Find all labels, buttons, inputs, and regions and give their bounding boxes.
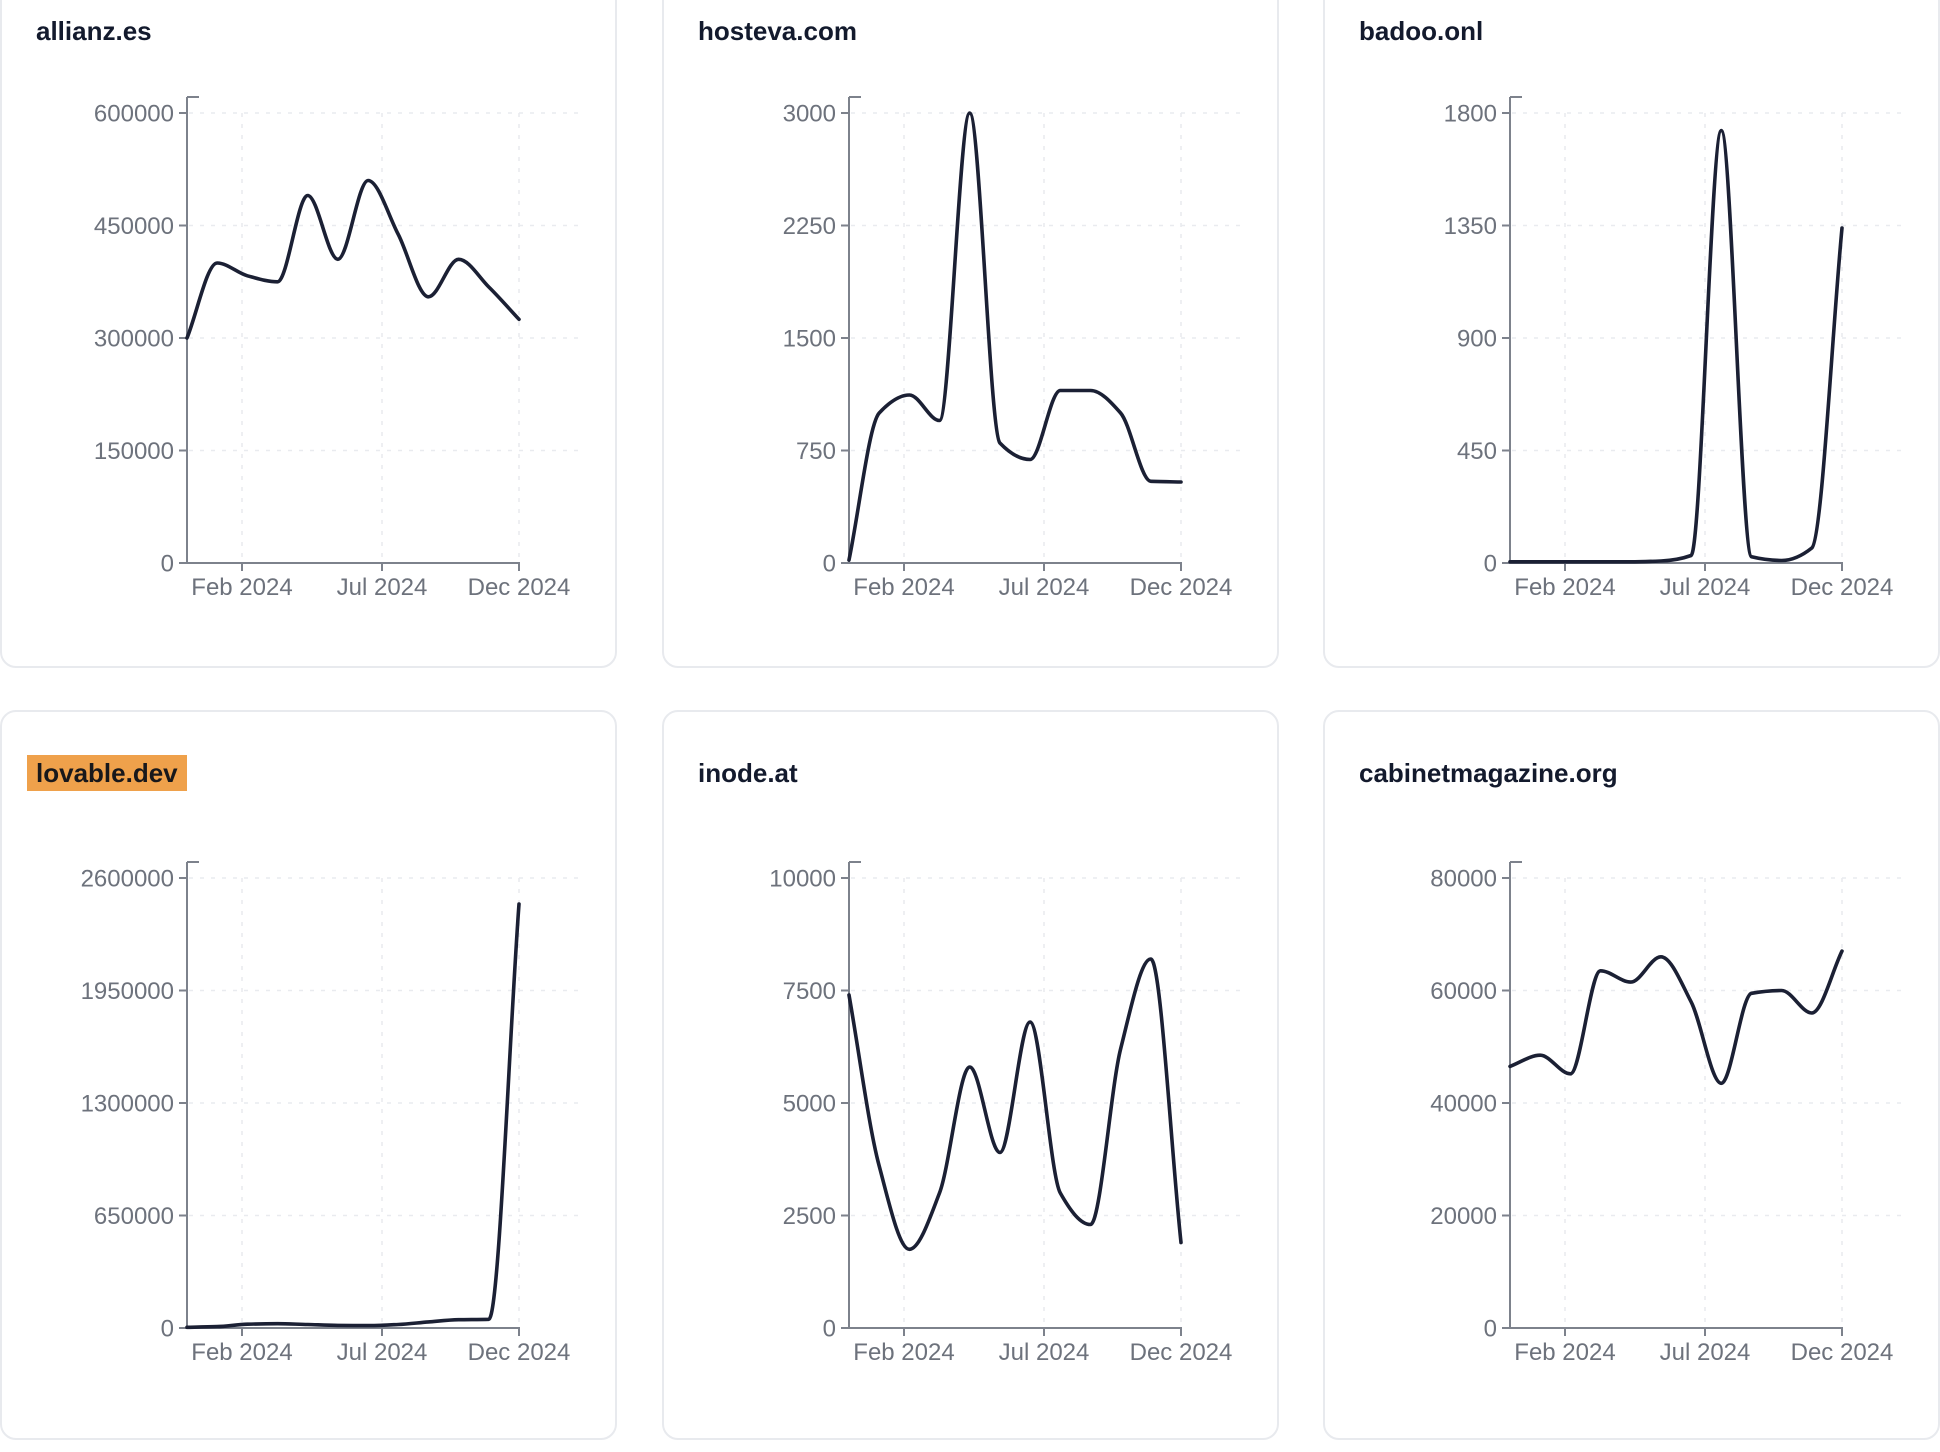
y-tick-label: 1300000 [81, 1091, 174, 1118]
y-tick-label: 0 [1484, 551, 1497, 578]
y-tick-label: 0 [1484, 1316, 1497, 1343]
chart-title: hosteva.com [698, 16, 857, 46]
search-highlight: lovable.dev [27, 755, 187, 791]
y-tick-label: 40000 [1430, 1091, 1497, 1118]
line-chart[interactable]: 0 2500 5000 7500 10000 Feb 2024 Jul 2024 Dec 20… [662, 710, 1279, 1440]
y-tick-label: 450000 [94, 213, 174, 240]
y-tick-label: 300000 [94, 326, 174, 353]
y-tick-label: 20000 [1430, 1203, 1497, 1230]
chart-card-badoo-onl: badoo.onl 0 450 900 1350 1800 Feb 2024 Jul 202… [1323, 0, 1940, 668]
y-tick-label: 5000 [783, 1091, 836, 1118]
x-tick-label: Dec 2024 [1791, 1339, 1894, 1366]
x-tick-label: Feb 2024 [191, 574, 292, 601]
line-chart[interactable]: 0 750 1500 2250 3000 Feb 2024 Jul 2024 Dec 2024 [662, 0, 1279, 668]
line-chart[interactable]: 0 20000 40000 60000 80000 Feb 2024 Jul 2024 Dec… [1323, 710, 1940, 1440]
x-tick-label: Feb 2024 [1514, 574, 1615, 601]
chart-title-highlighted: lovable.dev [27, 755, 187, 791]
x-tick-label: Feb 2024 [191, 1339, 292, 1366]
y-tick-label: 3000 [783, 101, 836, 128]
data-line [185, 178, 521, 340]
data-line [1508, 949, 1844, 1086]
y-tick-label: 0 [161, 551, 174, 578]
y-tick-label: 1500 [783, 326, 836, 353]
chart-card-hosteva-com: hosteva.com 0 750 1500 2250 3000 Feb 2024 Jul … [662, 0, 1279, 668]
y-tick-label: 2250 [783, 213, 836, 240]
chart-card-inode-at: inode.at 0 2500 5000 7500 10000 Feb 2024 Jul 2… [662, 710, 1279, 1440]
y-tick-label: 80000 [1430, 866, 1497, 893]
y-tick-label: 10000 [769, 866, 836, 893]
y-tick-label: 2500 [783, 1203, 836, 1230]
y-tick-label: 0 [823, 551, 836, 578]
x-tick-label: Dec 2024 [1791, 574, 1894, 601]
y-tick-label: 1800 [1444, 101, 1497, 128]
x-tick-label: Feb 2024 [1514, 1339, 1615, 1366]
x-tick-label: Dec 2024 [1130, 574, 1233, 601]
y-tick-label: 650000 [94, 1203, 174, 1230]
y-tick-label: 0 [823, 1316, 836, 1343]
chart-title: badoo.onl [1359, 16, 1484, 46]
y-tick-label: 600000 [94, 101, 174, 128]
chart-title: inode.at [698, 758, 798, 788]
y-tick-label: 1950000 [81, 978, 174, 1005]
x-tick-label: Jul 2024 [1660, 1339, 1751, 1366]
chart-card-lovable-dev: lovable.dev 0 650000 1300000 1950000 2600000… [0, 710, 617, 1440]
y-tick-label: 750 [796, 438, 836, 465]
x-tick-label: Feb 2024 [853, 574, 954, 601]
x-tick-label: Jul 2024 [337, 1339, 428, 1366]
x-tick-label: Jul 2024 [1660, 574, 1751, 601]
x-tick-label: Dec 2024 [468, 1339, 571, 1366]
y-tick-label: 0 [161, 1316, 174, 1343]
x-tick-label: Feb 2024 [853, 1339, 954, 1366]
line-chart[interactable]: 0 150000 300000 450000 600000 Feb 2024 Jul 202… [0, 0, 617, 668]
y-tick-label: 2600000 [81, 866, 174, 893]
data-line [185, 902, 521, 1330]
x-tick-label: Jul 2024 [999, 574, 1090, 601]
data-line [847, 957, 1183, 1252]
y-tick-label: 900 [1457, 326, 1497, 353]
line-chart[interactable]: 0 650000 1300000 1950000 2600000 Feb 2024 Jul … [0, 710, 617, 1440]
chart-card-allianz-es: allianz.es 0 150000 300000 450000 600000 Feb … [0, 0, 617, 668]
y-tick-label: 60000 [1430, 978, 1497, 1005]
x-tick-label: Jul 2024 [337, 574, 428, 601]
y-tick-label: 150000 [94, 438, 174, 465]
data-line [847, 111, 1183, 562]
line-chart[interactable]: 0 450 900 1350 1800 Feb 2024 Jul 2024 Dec 2024 [1323, 0, 1940, 668]
y-tick-label: 1350 [1444, 213, 1497, 240]
chart-title: allianz.es [36, 16, 152, 46]
x-tick-label: Dec 2024 [468, 574, 571, 601]
chart-card-cabinetmagazine-org: cabinetmagazine.org 0 20000 40000 60000 8000… [1323, 710, 1940, 1440]
y-tick-label: 450 [1457, 438, 1497, 465]
x-tick-label: Dec 2024 [1130, 1339, 1233, 1366]
y-tick-label: 7500 [783, 978, 836, 1005]
chart-title: cabinetmagazine.org [1359, 758, 1618, 788]
data-line [1508, 128, 1844, 564]
x-tick-label: Jul 2024 [999, 1339, 1090, 1366]
